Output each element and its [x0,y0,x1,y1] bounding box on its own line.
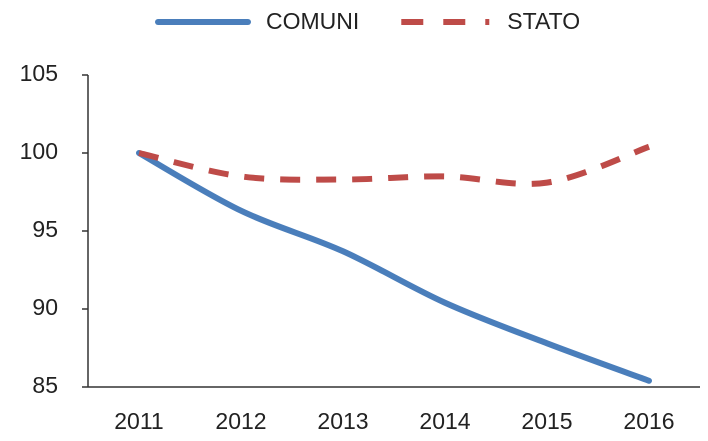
x-tick-label: 2016 [623,408,674,434]
legend-label: COMUNI [266,8,359,34]
legend-label: STATO [507,8,580,34]
series-line [136,150,652,384]
y-tick-label: 100 [20,138,58,164]
y-tick-label: 95 [32,216,58,242]
x-tick-label: 2015 [521,408,572,434]
y-tick-label: 90 [32,294,58,320]
y-tick-label: 85 [32,372,58,398]
series-line [138,143,651,187]
x-tick-label: 2011 [114,408,163,434]
x-tick-label: 2014 [419,408,470,434]
x-tick-label: 2013 [317,408,368,434]
x-tick-label: 2012 [215,408,266,434]
y-tick-label: 105 [20,60,58,86]
